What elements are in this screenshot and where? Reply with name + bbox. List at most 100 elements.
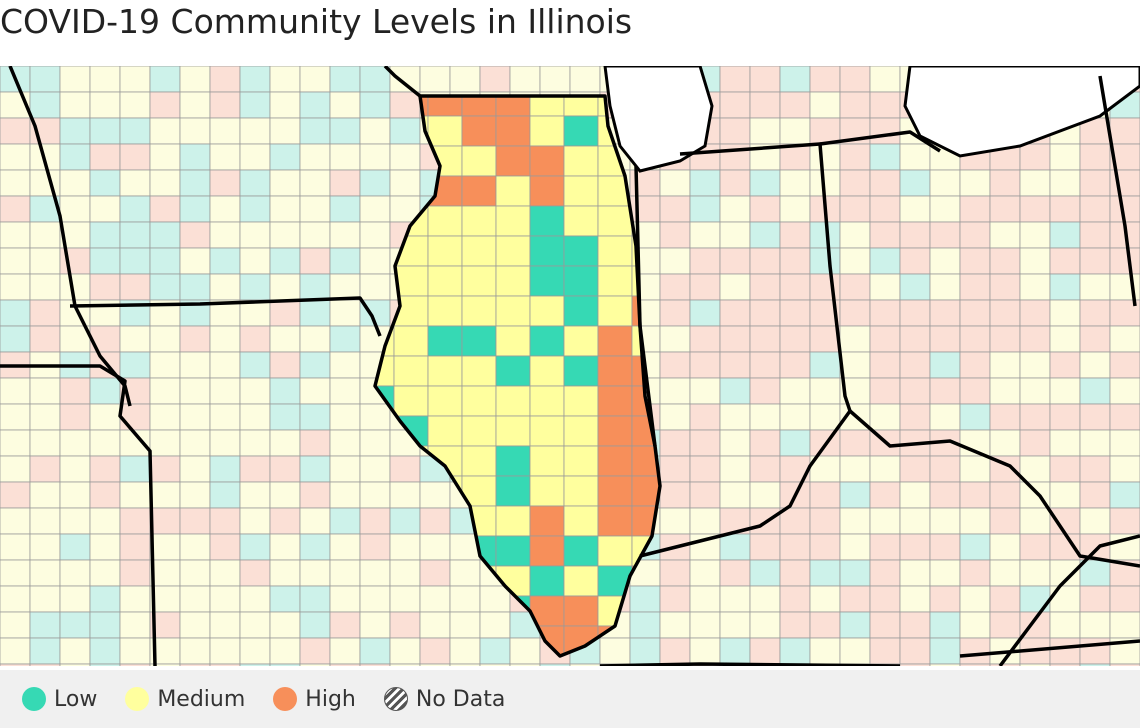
neighbor-county	[749, 169, 781, 197]
neighbor-county	[389, 117, 421, 145]
neighbor-county	[929, 325, 961, 353]
neighbor-county	[119, 585, 151, 613]
neighbor-county	[749, 559, 781, 587]
neighbor-county	[239, 455, 271, 483]
neighbor-county	[299, 66, 331, 93]
neighbor-county	[839, 91, 871, 119]
neighbor-county	[809, 247, 841, 275]
neighbor-county	[0, 507, 31, 535]
neighbor-county	[449, 585, 481, 613]
neighbor-county	[869, 117, 901, 145]
neighbor-county	[539, 663, 571, 666]
neighbor-county	[779, 377, 811, 405]
missouri-border	[0, 364, 157, 666]
neighbor-county	[1109, 611, 1140, 639]
neighbor-county	[449, 559, 481, 587]
illinois-county	[495, 325, 531, 357]
neighbor-county	[239, 299, 271, 327]
neighbor-county	[1079, 611, 1111, 639]
illinois-county	[563, 415, 599, 447]
neighbor-county	[989, 663, 1021, 666]
hatched-circle-icon	[383, 687, 408, 711]
illinois-county	[529, 175, 565, 207]
neighbor-county	[119, 325, 151, 353]
neighbor-county	[329, 325, 361, 353]
neighbor-county	[239, 377, 271, 405]
neighbor-county	[1109, 663, 1140, 666]
neighbor-county	[479, 637, 511, 665]
neighbor-county	[0, 403, 31, 431]
neighbor-county	[359, 481, 391, 509]
neighbor-county	[149, 195, 181, 223]
neighbor-county	[239, 611, 271, 639]
neighbor-county	[929, 377, 961, 405]
neighbor-county	[689, 455, 721, 483]
neighbor-county	[179, 377, 211, 405]
illinois-county	[597, 475, 633, 507]
neighbor-county	[179, 403, 211, 431]
neighbor-county	[179, 351, 211, 379]
neighbor-county	[869, 533, 901, 561]
neighbor-county	[959, 507, 991, 535]
neighbor-county	[59, 611, 91, 639]
neighbor-county	[779, 533, 811, 561]
neighbor-county	[1019, 507, 1051, 535]
neighbor-county	[389, 66, 421, 93]
neighbor-county	[149, 221, 181, 249]
neighbor-county	[1109, 351, 1140, 379]
neighbor-county	[89, 663, 121, 666]
neighbor-county	[89, 273, 121, 301]
neighbor-county	[989, 507, 1021, 535]
county-map[interactable]	[0, 66, 1140, 666]
neighbor-county	[209, 559, 241, 587]
neighbor-county	[239, 403, 271, 431]
neighbor-county	[899, 455, 931, 483]
neighbor-county	[659, 377, 691, 405]
neighbor-county	[269, 481, 301, 509]
neighbor-county	[779, 507, 811, 535]
neighbor-county	[659, 169, 691, 197]
illinois-county	[529, 385, 565, 417]
neighbor-county	[0, 533, 31, 561]
illinois-county	[529, 565, 565, 597]
neighbor-county	[119, 91, 151, 119]
neighbor-county	[29, 507, 61, 535]
neighbor-county	[989, 325, 1021, 353]
neighbor-county	[869, 403, 901, 431]
illinois-county	[461, 355, 497, 387]
neighbor-county	[779, 585, 811, 613]
neighbor-county	[749, 611, 781, 639]
neighbor-county	[0, 429, 31, 457]
neighbor-county	[959, 273, 991, 301]
neighbor-county	[419, 533, 451, 561]
neighbor-county	[149, 91, 181, 119]
illinois-county	[563, 565, 599, 597]
neighbor-county	[869, 91, 901, 119]
neighbor-county	[1109, 247, 1140, 275]
neighbor-county	[119, 143, 151, 171]
illinois-county	[495, 235, 531, 267]
neighbor-county	[1049, 611, 1081, 639]
illinois-county	[495, 385, 531, 417]
illinois-county	[495, 535, 531, 567]
neighbor-county	[989, 429, 1021, 457]
neighbor-county	[0, 117, 31, 145]
neighbor-county	[209, 325, 241, 353]
neighbor-county	[659, 481, 691, 509]
neighbor-county	[1079, 143, 1111, 171]
neighbor-county	[719, 429, 751, 457]
neighbor-county	[719, 637, 751, 665]
neighbor-county	[269, 403, 301, 431]
neighbor-county	[1019, 169, 1051, 197]
neighbor-county	[59, 533, 91, 561]
neighbor-county	[59, 169, 91, 197]
neighbor-county	[809, 273, 841, 301]
neighbor-county	[989, 299, 1021, 327]
map-panel[interactable]	[0, 66, 1140, 666]
illinois-county	[529, 205, 565, 237]
neighbor-county	[119, 481, 151, 509]
neighbor-county	[959, 455, 991, 483]
neighbor-county	[719, 325, 751, 353]
neighbor-county	[869, 195, 901, 223]
neighbor-county	[59, 66, 91, 93]
